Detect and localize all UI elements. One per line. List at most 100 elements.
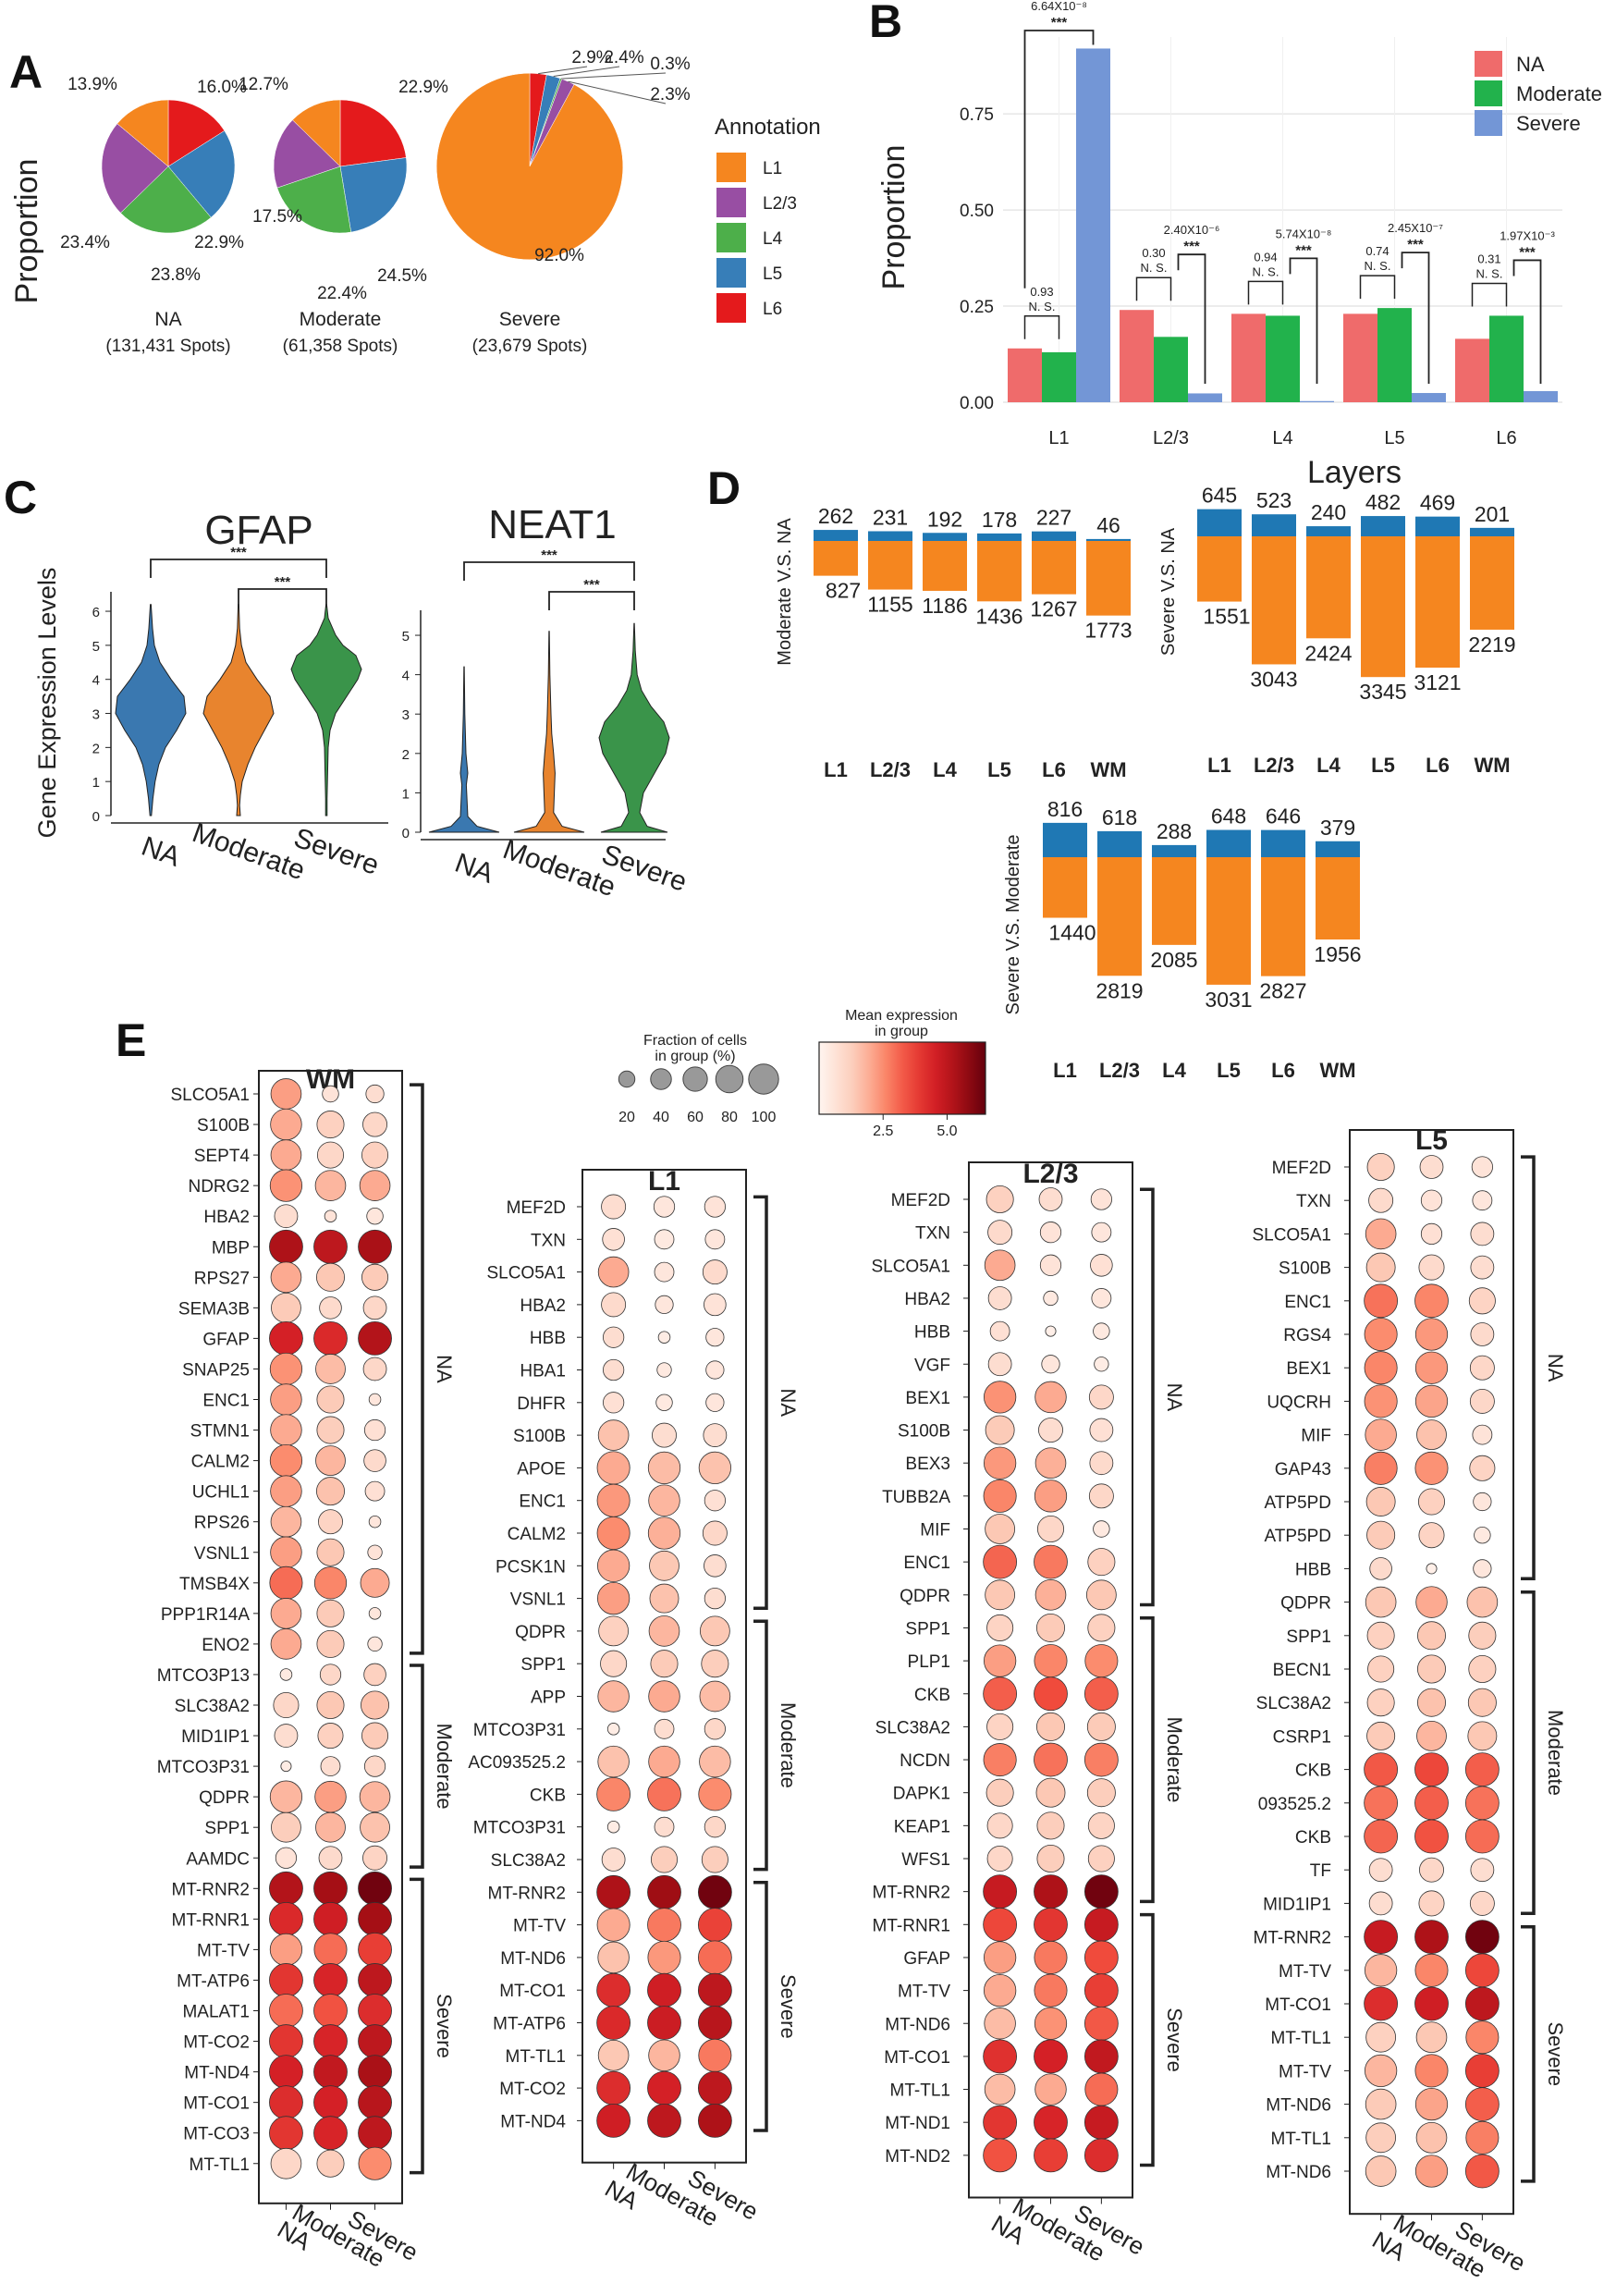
- de-up-bar: [977, 533, 1022, 541]
- de-down-bar: [1032, 541, 1076, 595]
- color-legend-tick-label: 5.0: [937, 1123, 957, 1139]
- layer-label: L4: [1162, 1059, 1186, 1082]
- expression-dot: [269, 1169, 303, 1202]
- expression-dot: [1083, 1742, 1119, 1777]
- expression-dot: [269, 1901, 303, 1936]
- expression-dot: [697, 2006, 732, 2040]
- expression-dot: [1035, 1777, 1066, 1808]
- gene-label: MIF: [920, 1521, 950, 1541]
- expression-dot: [274, 1204, 299, 1229]
- expression-dot: [983, 1676, 1018, 1712]
- expression-dot: [1045, 1325, 1057, 1337]
- pie-spot-count: (23,679 Spots): [472, 337, 588, 356]
- expression-dot: [606, 1820, 620, 1834]
- legend-title: Annotation: [715, 115, 821, 140]
- gene-label: MTCO3P31: [157, 1758, 250, 1777]
- expression-dot: [653, 1196, 676, 1218]
- gene-label: S100B: [513, 1427, 566, 1446]
- sig-bracket: [1023, 30, 1095, 289]
- expression-dot: [1470, 1322, 1495, 1346]
- de-up-bar: [1316, 841, 1360, 857]
- expression-dot: [1417, 1621, 1446, 1651]
- gene-label: HBA2: [203, 1208, 250, 1227]
- expression-dot: [359, 1170, 391, 1201]
- gene-label: ENC1: [202, 1392, 250, 1411]
- expression-dot: [1365, 1218, 1397, 1250]
- gene-label: GFAP: [903, 1949, 950, 1969]
- expression-dot: [654, 1816, 675, 1837]
- section-bracket: [1521, 1924, 1536, 2183]
- gene-label: MT-TV: [1279, 1962, 1331, 1982]
- gene-label: MT-TV: [197, 1941, 250, 1960]
- expression-dot: [320, 1756, 341, 1776]
- expression-dot: [1034, 1480, 1068, 1513]
- gene-label: CALM2: [508, 1525, 566, 1544]
- gene-label: SLCO5A1: [871, 1257, 950, 1276]
- pie-slice-label: 22.9%: [194, 233, 244, 252]
- gene-label: SNAP25: [182, 1360, 250, 1380]
- dotplot-title: L5: [1415, 1125, 1448, 1156]
- expression-dot: [647, 1874, 681, 1909]
- expression-dot: [986, 1778, 1014, 1807]
- section-label: NA: [1544, 1354, 1567, 1382]
- gene-label: NCDN: [900, 1751, 950, 1771]
- expression-dot: [655, 1394, 673, 1412]
- de-down-count: 827: [826, 579, 861, 603]
- expression-dot: [358, 2055, 392, 2090]
- gene-label: MT-TL1: [1271, 2130, 1331, 2149]
- expression-dot: [269, 1321, 303, 1356]
- expression-dot: [1089, 1451, 1114, 1476]
- expression-dot: [270, 1139, 302, 1171]
- gene-label: SLC38A2: [491, 1851, 566, 1871]
- legend-swatch: [1475, 110, 1502, 136]
- expression-dot: [1034, 1447, 1067, 1480]
- expression-dot: [701, 1650, 729, 1678]
- layer-label: L1: [824, 758, 848, 781]
- expression-dot: [1038, 1187, 1063, 1211]
- expression-dot: [1415, 2021, 1448, 2054]
- expression-dot: [1414, 1752, 1449, 1786]
- de-down-count: 3031: [1205, 988, 1252, 1012]
- expression-dot: [704, 1229, 726, 1250]
- expression-dot: [319, 1296, 342, 1320]
- gene-label: PCSK1N: [496, 1557, 566, 1577]
- gene-label: MEF2D: [891, 1191, 950, 1210]
- expression-dot: [1416, 1721, 1447, 1751]
- expression-dot: [1367, 1655, 1395, 1683]
- de-up-count: 469: [1420, 491, 1455, 515]
- expression-dot: [647, 2103, 681, 2138]
- legend-label: Severe: [1516, 112, 1581, 135]
- expression-dot: [649, 1550, 679, 1581]
- de-up-count: 192: [927, 507, 962, 531]
- gene-label: MT-RNR1: [873, 1916, 950, 1935]
- legend-label: NA: [1516, 53, 1545, 76]
- expression-dot: [1469, 1455, 1496, 1481]
- gene-label: BEX1: [905, 1389, 950, 1408]
- expression-dot: [361, 1722, 389, 1750]
- expression-dot: [596, 1549, 630, 1582]
- de-up-bar: [868, 531, 912, 541]
- expression-dot: [1036, 1844, 1065, 1873]
- de-down-count: 1551: [1203, 605, 1250, 629]
- de-up-bar: [814, 530, 858, 541]
- ns-bracket: [1135, 276, 1172, 301]
- de-down-count: 3121: [1414, 670, 1461, 694]
- expression-dot: [1420, 1189, 1443, 1211]
- panel-a-pie-charts: Proportion 16.0% 22.9% 23.8% 23.4% 13.9% NA (13…: [9, 48, 821, 356]
- expression-dot: [1414, 1451, 1449, 1485]
- legend-label: L5: [763, 264, 782, 284]
- expression-dot: [1364, 2054, 1398, 2088]
- de-up-bar: [1470, 527, 1514, 536]
- de-up-count: 201: [1475, 502, 1510, 526]
- expression-dot: [596, 1874, 631, 1909]
- expression-dot: [1464, 1953, 1500, 1988]
- expression-dot: [358, 2116, 392, 2151]
- expression-dot: [1465, 2020, 1500, 2055]
- pie-slice-label: 22.9%: [398, 78, 448, 97]
- de-down-bar: [1361, 536, 1405, 678]
- section-bracket: [1140, 1912, 1155, 2167]
- expression-dot: [368, 1515, 382, 1529]
- expression-dot: [270, 1414, 302, 1446]
- y-tick-label: 0.25: [960, 298, 994, 317]
- ns-label: N. S.: [1029, 300, 1056, 313]
